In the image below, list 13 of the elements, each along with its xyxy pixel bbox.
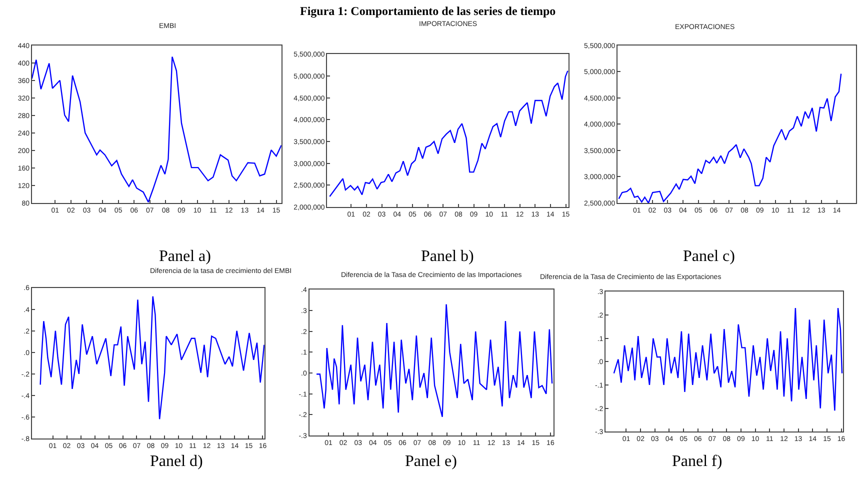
- text: Panel a): [159, 248, 211, 265]
- text: Panel c): [683, 248, 735, 265]
- line-series: [613, 307, 843, 412]
- text: Panel b): [421, 248, 474, 265]
- line-series: [40, 296, 264, 420]
- line-series: [329, 70, 568, 198]
- text: Panel f): [672, 453, 722, 470]
- text: Panel d): [150, 453, 203, 470]
- line-series: [32, 56, 282, 203]
- line-series: [618, 73, 842, 204]
- text: Panel e): [405, 453, 457, 470]
- text: Figura 1: Comportamiento de las series de tiempo: [300, 4, 556, 18]
- line-series: [316, 304, 553, 418]
